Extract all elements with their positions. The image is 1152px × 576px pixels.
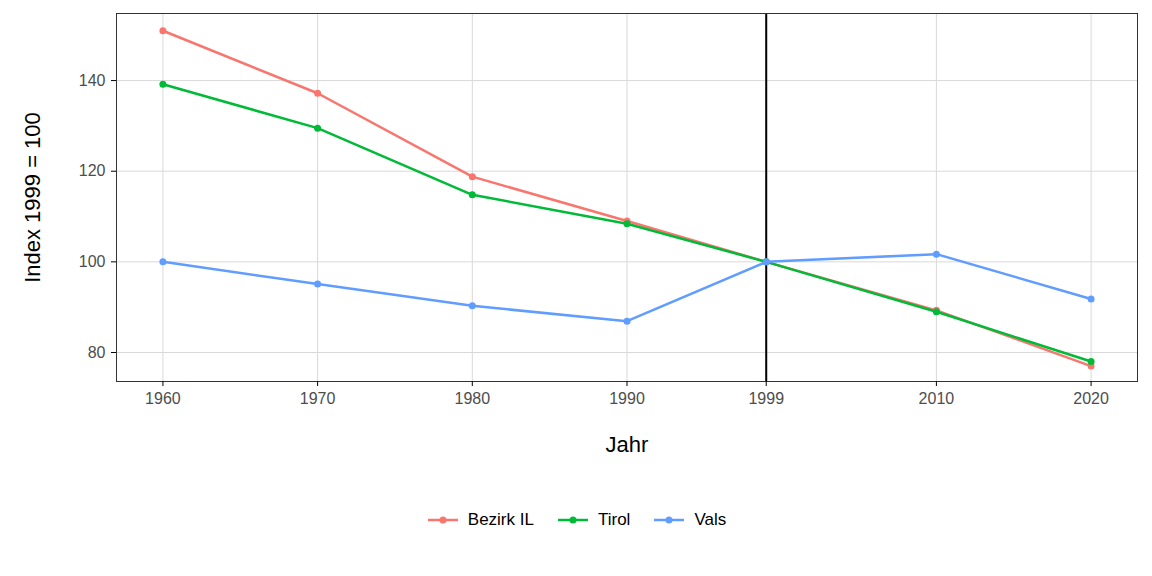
svg-text:Jahr: Jahr <box>606 432 649 457</box>
html-text:Bezirk IL: Bezirk IL <box>467 510 534 529</box>
svg-text:100: 100 <box>79 253 106 270</box>
html-text:Vals: Vals <box>694 510 727 529</box>
svg-text:2020: 2020 <box>1073 390 1109 407</box>
svg-text:1990: 1990 <box>609 390 645 407</box>
svg-text:1980: 1980 <box>455 390 491 407</box>
svg-text:140: 140 <box>79 72 106 89</box>
svg-text:120: 120 <box>79 162 106 179</box>
svg-text:1999: 1999 <box>748 390 784 407</box>
svg-text:1960: 1960 <box>145 390 181 407</box>
svg-text:Index 1999 = 100: Index 1999 = 100 <box>20 112 45 283</box>
svg-text:80: 80 <box>88 344 106 361</box>
svg-text:1970: 1970 <box>300 390 336 407</box>
html-text:Tirol: Tirol <box>597 510 631 529</box>
svg-text:2010: 2010 <box>919 390 955 407</box>
